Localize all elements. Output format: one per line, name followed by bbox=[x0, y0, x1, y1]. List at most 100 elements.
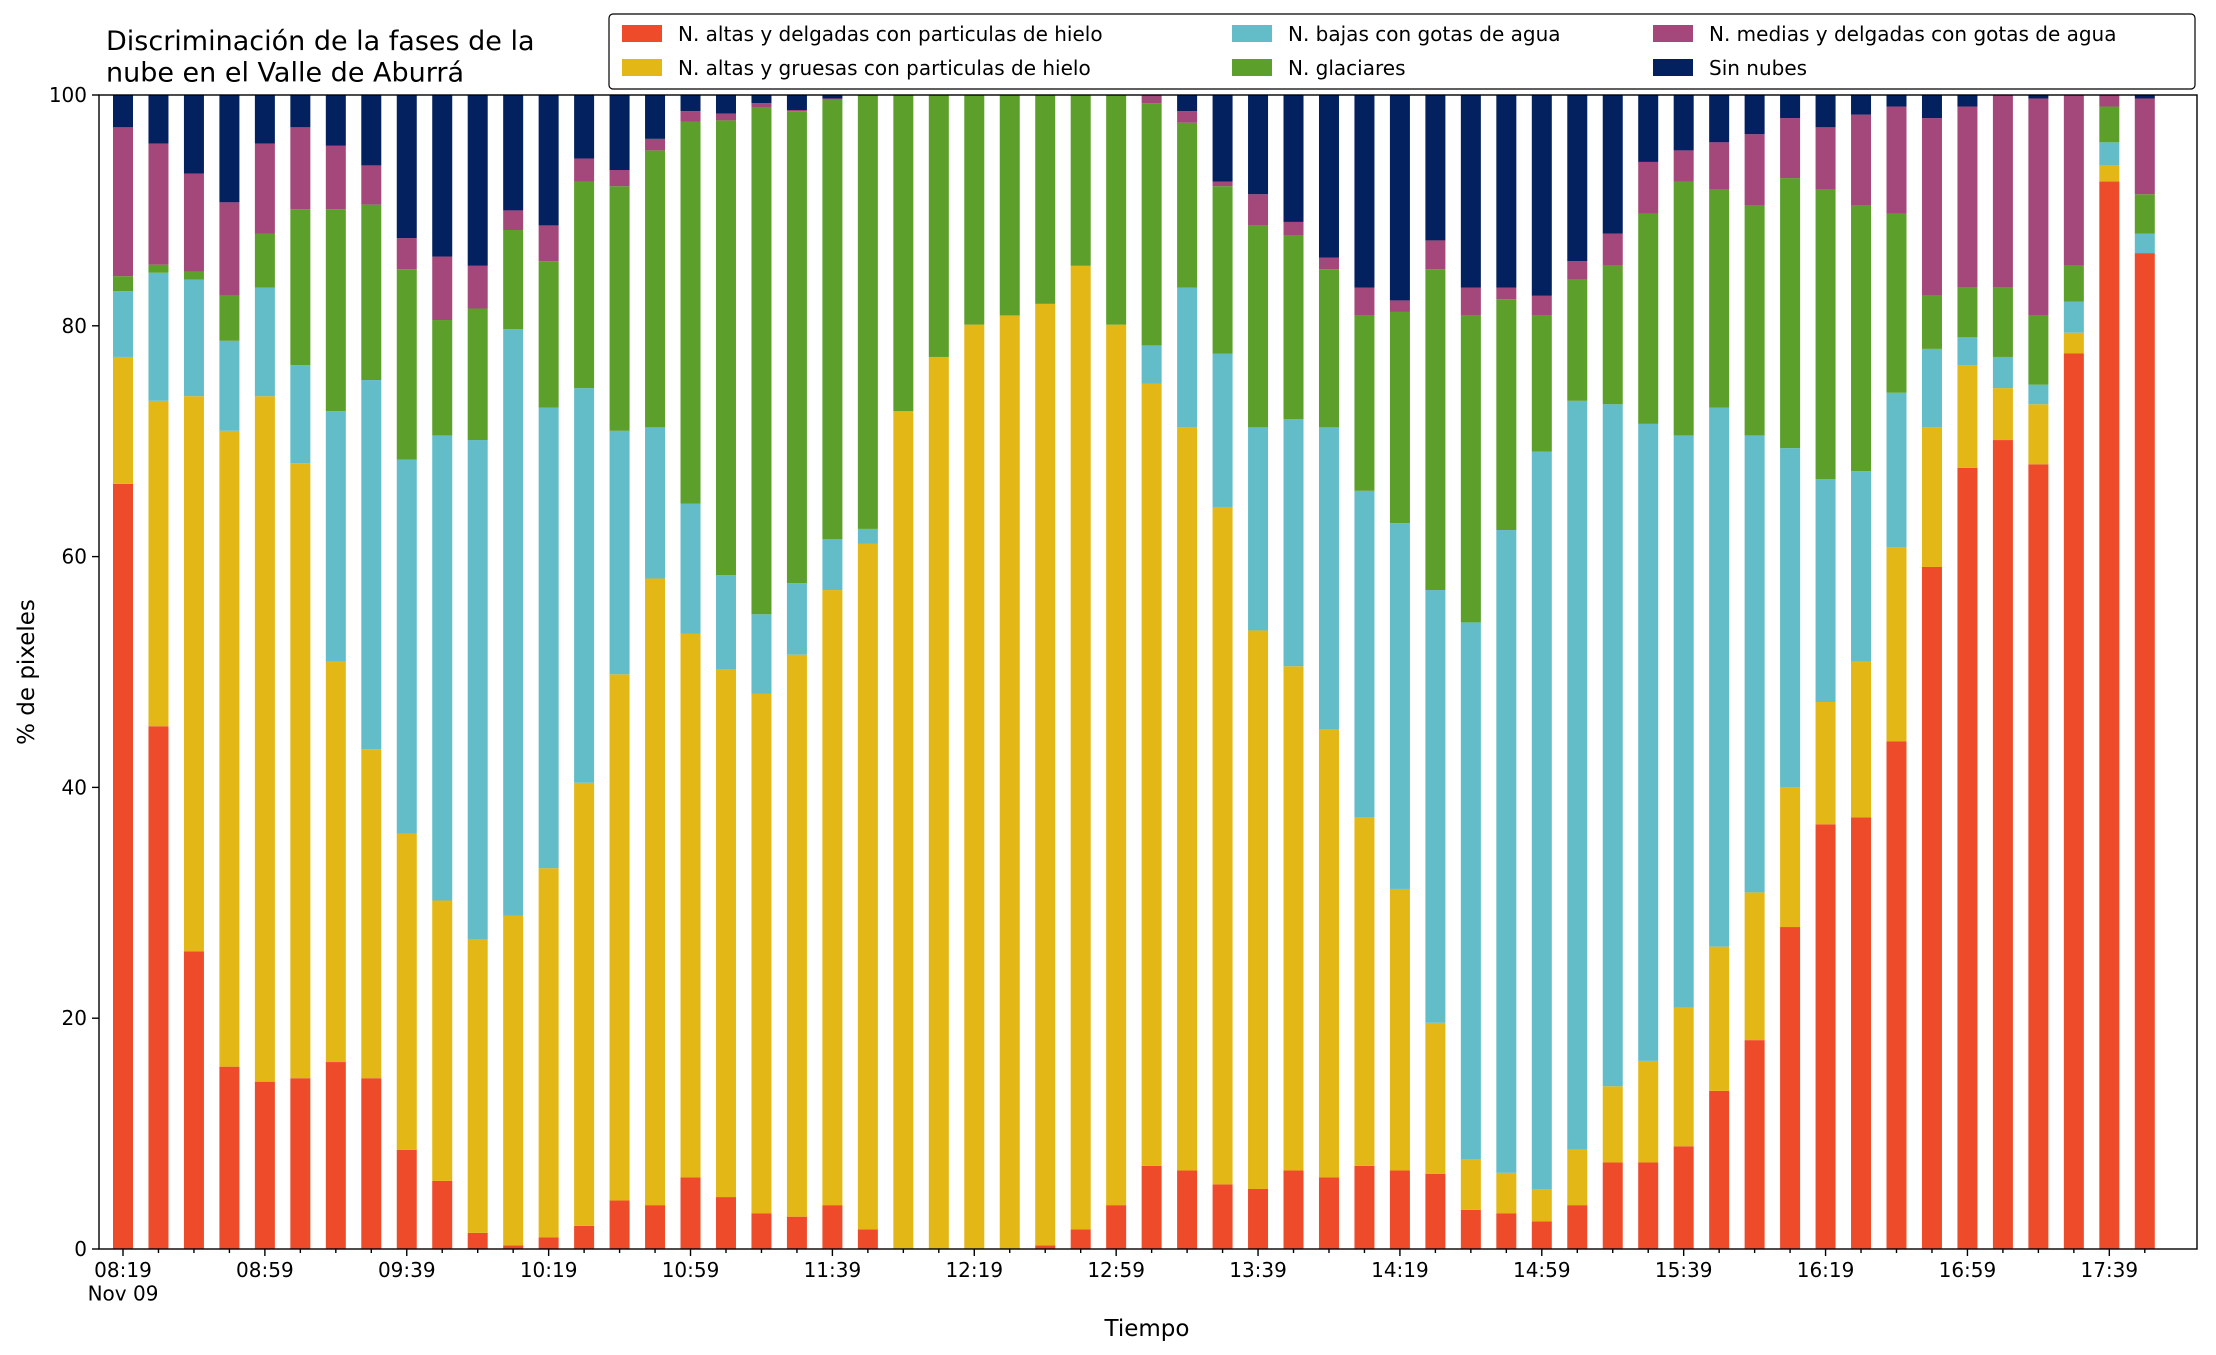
bar-segment bbox=[219, 295, 240, 341]
bar-segment bbox=[396, 269, 417, 460]
bar-segment bbox=[680, 633, 701, 1178]
bar-segment bbox=[1318, 1177, 1339, 1249]
bar-segment bbox=[1354, 817, 1375, 1166]
bar-segment bbox=[1957, 365, 1978, 468]
bar-segment bbox=[1212, 181, 1233, 187]
bar-segment bbox=[503, 210, 524, 231]
bar-segment bbox=[1921, 348, 1942, 428]
legend-swatch bbox=[622, 59, 662, 76]
bar-segment bbox=[467, 308, 488, 441]
bar-segment bbox=[999, 95, 1020, 316]
x-tick-label: 15:39 bbox=[1655, 1258, 1713, 1282]
bar-segment bbox=[219, 1066, 240, 1249]
bar-segment bbox=[1886, 106, 1907, 214]
bar-segment bbox=[503, 329, 524, 916]
bar-segment bbox=[219, 95, 240, 203]
bar-segment bbox=[1957, 287, 1978, 338]
bar-segment bbox=[1886, 95, 1907, 107]
bar-segment bbox=[574, 95, 595, 159]
bar-segment bbox=[325, 209, 346, 412]
bar-segment bbox=[1815, 95, 1836, 128]
bar-segment bbox=[1567, 261, 1588, 280]
bar-segment bbox=[361, 1078, 382, 1249]
bar-segment bbox=[857, 543, 878, 1230]
bar-segment bbox=[1638, 95, 1659, 162]
bar-segment bbox=[361, 749, 382, 1079]
bar-segment bbox=[1815, 702, 1836, 825]
bar-segment bbox=[1141, 95, 1162, 104]
bar-segment bbox=[1283, 419, 1304, 667]
bar-segment bbox=[1460, 622, 1481, 1159]
bar-segment bbox=[113, 276, 133, 292]
bar-segment bbox=[680, 121, 701, 504]
x-tick-label: 09:39 bbox=[378, 1258, 436, 1282]
bar-segment bbox=[290, 127, 311, 210]
bar-segment bbox=[1354, 490, 1375, 818]
bar-segment bbox=[2028, 95, 2049, 99]
bar-segment bbox=[1567, 1205, 1588, 1249]
bar-segment bbox=[325, 1062, 346, 1249]
bar-segment bbox=[822, 539, 843, 591]
bar-segment bbox=[1531, 1188, 1552, 1222]
bar-segment bbox=[254, 143, 275, 234]
bar-segment bbox=[2134, 253, 2155, 1249]
bar-segment bbox=[645, 578, 666, 1206]
y-tick-label: 40 bbox=[62, 775, 87, 799]
legend-swatch bbox=[622, 25, 662, 42]
bar-segment bbox=[1602, 95, 1623, 234]
bar-segment bbox=[1496, 1213, 1517, 1249]
bar-segment bbox=[822, 590, 843, 1206]
bar-segment bbox=[361, 204, 382, 381]
bar-segment bbox=[680, 1177, 701, 1249]
bar-segment bbox=[1460, 95, 1481, 288]
bar-segment bbox=[1744, 134, 1765, 206]
bar-segment bbox=[2028, 464, 2049, 1249]
bar-segment bbox=[751, 1213, 772, 1249]
bar-segment bbox=[503, 230, 524, 330]
bar-segment bbox=[786, 654, 807, 1217]
bar-segment bbox=[1070, 265, 1091, 1230]
bar-segment bbox=[1921, 95, 1942, 119]
bar-segment bbox=[148, 143, 169, 265]
bar-segment bbox=[148, 264, 169, 273]
legend-swatch bbox=[1653, 25, 1693, 42]
bar-segment bbox=[1815, 189, 1836, 480]
bar-segment bbox=[290, 365, 311, 464]
bar-segment bbox=[1638, 423, 1659, 1061]
bar-segment bbox=[113, 95, 133, 128]
bar-segment bbox=[2063, 353, 2084, 1250]
bar-segment bbox=[325, 411, 346, 662]
x-axis-label: Tiempo bbox=[1104, 1316, 1190, 1342]
bar-segment bbox=[1389, 95, 1410, 301]
bar-segment bbox=[1992, 440, 2013, 1249]
legend-label: Sin nubes bbox=[1709, 56, 1807, 80]
bar-segment bbox=[1673, 181, 1694, 436]
bar-segment bbox=[2099, 95, 2120, 107]
bar-segment bbox=[1318, 95, 1339, 258]
bar-segment bbox=[1709, 142, 1730, 190]
bar-segment bbox=[1744, 435, 1765, 893]
bar-segment bbox=[680, 95, 701, 112]
legend-label: N. bajas con gotas de agua bbox=[1288, 22, 1561, 46]
bar-segment bbox=[1744, 892, 1765, 1041]
bar-segment bbox=[1283, 95, 1304, 222]
bar-segment bbox=[467, 1232, 488, 1249]
bar-segment bbox=[1106, 324, 1127, 1206]
bar-segment bbox=[2063, 95, 2084, 266]
bar-segment bbox=[467, 440, 488, 940]
bar-segment bbox=[1992, 388, 2013, 441]
bar-segment bbox=[1709, 407, 1730, 947]
bar-segment bbox=[928, 95, 949, 357]
bar-segment bbox=[751, 95, 772, 104]
y-tick-label: 100 bbox=[49, 83, 87, 107]
bar-segment bbox=[609, 186, 630, 431]
bar-segment bbox=[1283, 221, 1304, 236]
bar-segment bbox=[1602, 1162, 1623, 1249]
bar-segment bbox=[1496, 95, 1517, 288]
bar-segment bbox=[751, 103, 772, 108]
bar-segment bbox=[964, 324, 985, 1249]
bar-segment bbox=[715, 120, 736, 576]
bar-segment bbox=[1389, 300, 1410, 312]
bar-segment bbox=[1957, 95, 1978, 107]
